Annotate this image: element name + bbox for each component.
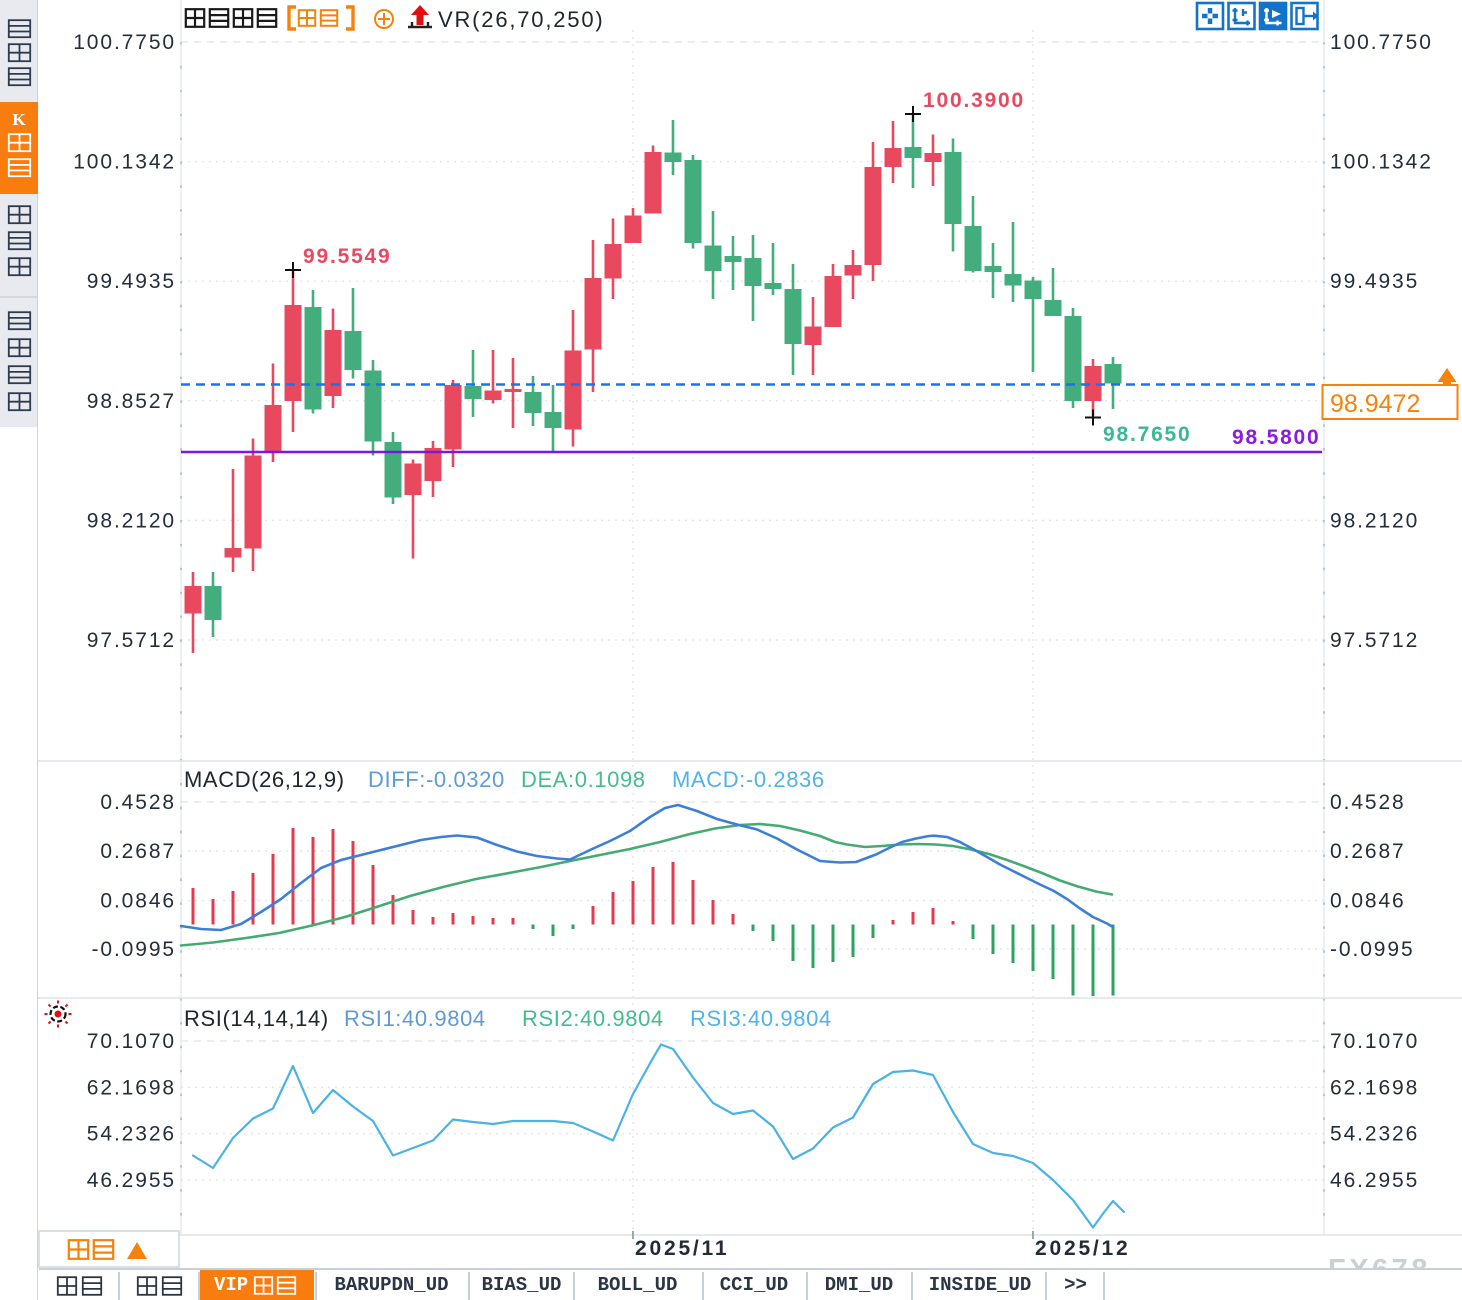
svg-text:2025/12: 2025/12	[1035, 1237, 1131, 1260]
svg-text:70.1070: 70.1070	[87, 1030, 176, 1053]
svg-text:2025/11: 2025/11	[635, 1237, 729, 1260]
svg-text:DIFF:-0.0320: DIFF:-0.0320	[368, 767, 505, 792]
svg-text:K: K	[12, 110, 26, 129]
svg-text:98.5800: 98.5800	[1232, 426, 1321, 449]
svg-text:99.5549: 99.5549	[303, 245, 392, 268]
svg-text:100.3900: 100.3900	[923, 89, 1025, 112]
svg-text:98.2120: 98.2120	[87, 509, 176, 532]
svg-text:100.1342: 100.1342	[1330, 151, 1433, 174]
svg-text:0.2687: 0.2687	[1330, 840, 1406, 863]
svg-text:62.1698: 62.1698	[87, 1076, 176, 1099]
svg-text:98.7650: 98.7650	[1103, 423, 1192, 446]
svg-text:0.4528: 0.4528	[100, 791, 176, 814]
svg-text:0.0846: 0.0846	[100, 890, 176, 913]
svg-text:46.2955: 46.2955	[87, 1169, 176, 1192]
svg-text:100.7750: 100.7750	[73, 31, 176, 54]
svg-text:RSI3:40.9804: RSI3:40.9804	[690, 1006, 832, 1031]
svg-text:98.2120: 98.2120	[1330, 509, 1419, 532]
svg-text:RSI2:40.9804: RSI2:40.9804	[522, 1006, 664, 1031]
svg-text:98.8527: 98.8527	[87, 390, 176, 413]
svg-text:99.4935: 99.4935	[87, 270, 176, 293]
svg-text:54.2326: 54.2326	[1330, 1123, 1419, 1146]
svg-text:0.0846: 0.0846	[1330, 890, 1406, 913]
svg-text:-0.0995: -0.0995	[1330, 938, 1415, 961]
svg-text:RSI(14,14,14): RSI(14,14,14)	[184, 1006, 329, 1031]
svg-text:VR(26,70,250): VR(26,70,250)	[438, 7, 605, 32]
svg-text:70.1070: 70.1070	[1330, 1030, 1419, 1053]
svg-text:0.2687: 0.2687	[100, 840, 176, 863]
svg-text:100.1342: 100.1342	[73, 151, 176, 174]
svg-text:MACD(26,12,9): MACD(26,12,9)	[184, 767, 345, 792]
svg-text:DEA:0.1098: DEA:0.1098	[521, 767, 646, 792]
svg-text:99.4935: 99.4935	[1330, 270, 1419, 293]
svg-text:-0.0995: -0.0995	[91, 938, 176, 961]
svg-text:97.5712: 97.5712	[87, 629, 176, 652]
svg-text:98.9472: 98.9472	[1330, 390, 1420, 418]
svg-text:54.2326: 54.2326	[87, 1123, 176, 1146]
svg-text:62.1698: 62.1698	[1330, 1076, 1419, 1099]
svg-text:46.2955: 46.2955	[1330, 1169, 1419, 1192]
svg-text:97.5712: 97.5712	[1330, 629, 1419, 652]
svg-text:100.7750: 100.7750	[1330, 31, 1433, 54]
svg-text:MACD:-0.2836: MACD:-0.2836	[672, 767, 825, 792]
svg-text:RSI1:40.9804: RSI1:40.9804	[344, 1006, 486, 1031]
svg-text:0.4528: 0.4528	[1330, 791, 1406, 814]
